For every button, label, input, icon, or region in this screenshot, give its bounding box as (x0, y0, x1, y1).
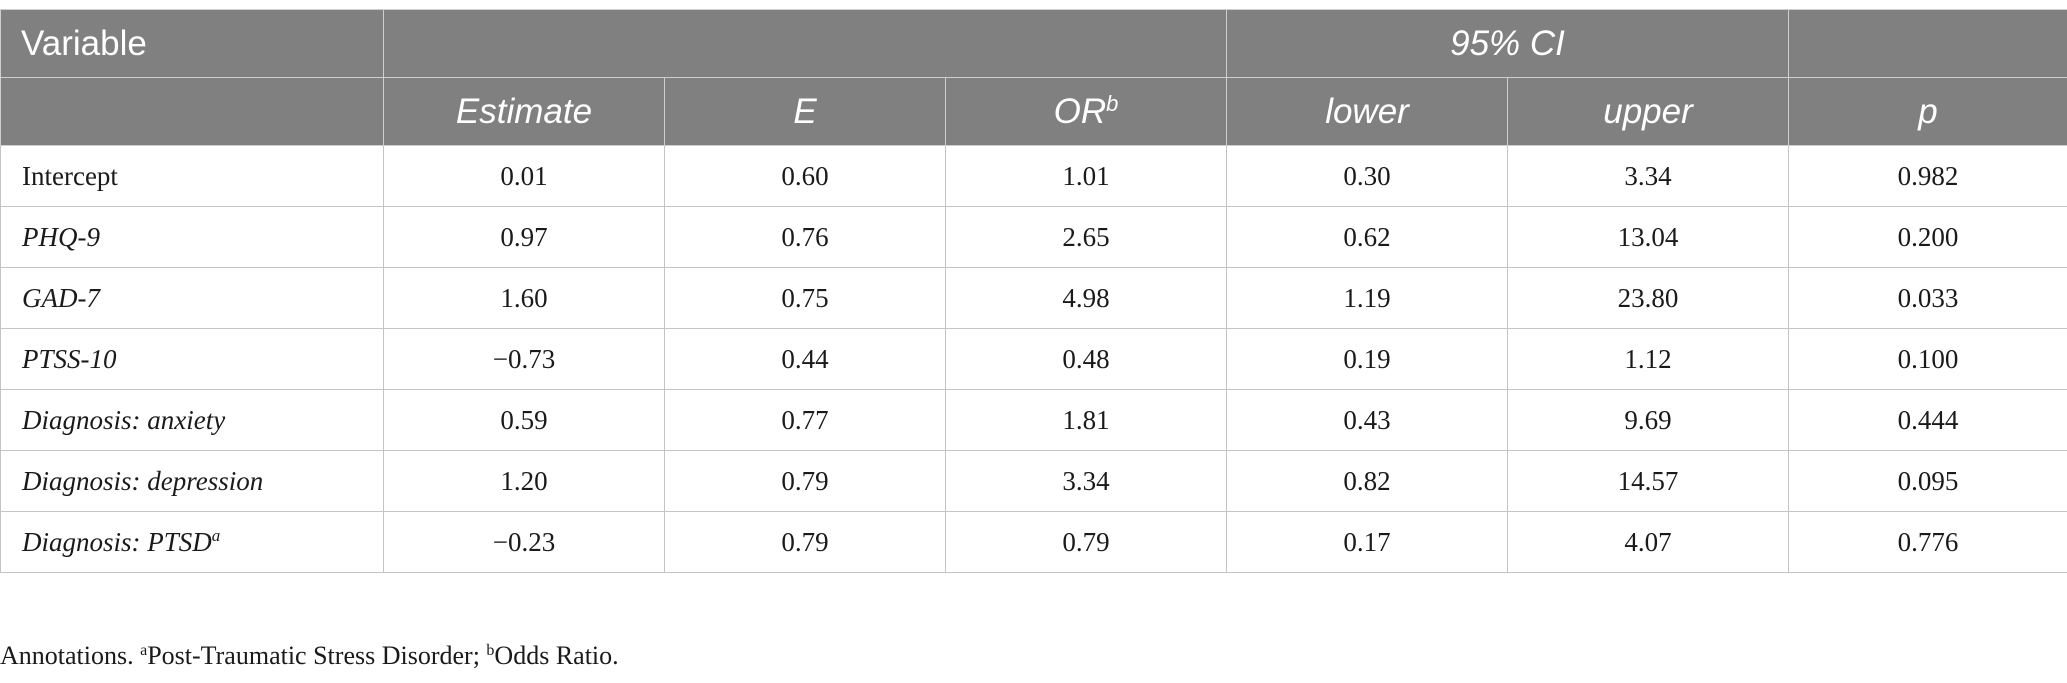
cell-lower: 0.30 (1226, 145, 1509, 207)
cell-variable: GAD-7 (0, 267, 384, 329)
footnote-mark-b: b (486, 642, 495, 659)
cell-lower: 0.43 (1226, 389, 1509, 451)
header-lower: lower (1226, 77, 1509, 146)
header-ci-group: 95% CI (1226, 9, 1790, 78)
cell-variable: Diagnosis: anxiety (0, 389, 384, 451)
header-upper: upper (1507, 77, 1790, 146)
cell-estimate: 1.20 (383, 450, 665, 512)
cell-p: 0.095 (1788, 450, 2067, 512)
cell-e: 0.77 (664, 389, 946, 451)
table-row: Diagnosis: depression 1.20 0.79 3.34 0.8… (0, 450, 2067, 512)
cell-or: 4.98 (944, 267, 1228, 329)
cell-variable: Intercept (0, 145, 384, 207)
cell-estimate: −0.73 (383, 328, 665, 390)
header-row-1: Variable 95% CI (0, 9, 2067, 78)
header-blank (382, 9, 1228, 78)
cell-e: 0.79 (664, 511, 946, 573)
cell-variable: PTSS-10 (0, 328, 384, 390)
cell-or: 3.34 (944, 450, 1228, 512)
cell-p: 0.100 (1788, 328, 2067, 390)
variable-label: Diagnosis: anxiety (22, 404, 226, 435)
cell-e: 0.60 (664, 145, 946, 207)
cell-variable: Diagnosis: depression (0, 450, 384, 512)
variable-label: Intercept (22, 160, 118, 191)
cell-e: 0.44 (664, 328, 946, 390)
table-row: PTSS-10 −0.73 0.44 0.48 0.19 1.12 0.100 (0, 328, 2067, 390)
cell-estimate: 0.97 (383, 206, 665, 268)
cell-lower: 1.19 (1226, 267, 1509, 329)
header-e: E (664, 77, 946, 146)
header-or-sup: b (1106, 90, 1119, 116)
cell-upper: 13.04 (1507, 206, 1790, 268)
header-p: p (1788, 77, 2067, 146)
variable-label: PTSS-10 (22, 343, 117, 374)
cell-or: 1.01 (944, 145, 1228, 207)
cell-upper: 4.07 (1507, 511, 1790, 573)
regression-table: Variable 95% CI Estimate E ORb lower upp… (0, 9, 2067, 573)
table-row: Diagnosis: anxiety 0.59 0.77 1.81 0.43 9… (0, 389, 2067, 451)
table-row: Diagnosis: PTSDa −0.23 0.79 0.79 0.17 4.… (0, 511, 2067, 573)
cell-upper: 3.34 (1507, 145, 1790, 207)
variable-label: PHQ-9 (22, 221, 100, 252)
cell-variable: Diagnosis: PTSDa (0, 511, 384, 573)
cell-or: 1.81 (944, 389, 1228, 451)
cell-estimate: −0.23 (383, 511, 665, 573)
cell-lower: 0.82 (1226, 450, 1509, 512)
cell-or: 2.65 (944, 206, 1228, 268)
footnote-text-a: Post-Traumatic Stress Disorder; (147, 641, 487, 670)
cell-p: 0.776 (1788, 511, 2067, 573)
cell-or: 0.79 (944, 511, 1228, 573)
header-blank-left (0, 77, 384, 146)
header-blank-right (1788, 9, 2067, 78)
footnote-mark-a: a (140, 642, 148, 659)
cell-estimate: 1.60 (383, 267, 665, 329)
header-row-2: Estimate E ORb lower upper p (0, 77, 2067, 146)
header-or: ORb (944, 77, 1228, 146)
header-estimate: Estimate (383, 77, 665, 146)
cell-lower: 0.19 (1226, 328, 1509, 390)
cell-lower: 0.17 (1226, 511, 1509, 573)
cell-variable: PHQ-9 (0, 206, 384, 268)
variable-label: Diagnosis: PTSD (22, 526, 212, 557)
cell-e: 0.75 (664, 267, 946, 329)
cell-upper: 23.80 (1507, 267, 1790, 329)
table-row: Intercept 0.01 0.60 1.01 0.30 3.34 0.982 (0, 145, 2067, 207)
cell-p: 0.200 (1788, 206, 2067, 268)
table-row: GAD-7 1.60 0.75 4.98 1.19 23.80 0.033 (0, 267, 2067, 329)
cell-e: 0.79 (664, 450, 946, 512)
cell-upper: 14.57 (1507, 450, 1790, 512)
cell-p: 0.444 (1788, 389, 2067, 451)
cell-lower: 0.62 (1226, 206, 1509, 268)
variable-footnote-mark: a (211, 525, 221, 545)
header-or-label: OR (1053, 91, 1107, 131)
cell-estimate: 0.01 (383, 145, 665, 207)
table-footnote: Annotations. aPost-Traumatic Stress Diso… (0, 641, 619, 671)
cell-p: 0.033 (1788, 267, 2067, 329)
variable-label: GAD-7 (22, 282, 100, 313)
cell-e: 0.76 (664, 206, 946, 268)
cell-upper: 9.69 (1507, 389, 1790, 451)
cell-upper: 1.12 (1507, 328, 1790, 390)
cell-p: 0.982 (1788, 145, 2067, 207)
footnote-prefix: Annotations. (0, 641, 141, 670)
table-body: Intercept 0.01 0.60 1.01 0.30 3.34 0.982… (0, 145, 2067, 573)
cell-or: 0.48 (944, 328, 1228, 390)
cell-estimate: 0.59 (383, 389, 665, 451)
table-row: PHQ-9 0.97 0.76 2.65 0.62 13.04 0.200 (0, 206, 2067, 268)
variable-label: Diagnosis: depression (22, 465, 264, 496)
header-variable: Variable (0, 9, 384, 78)
footnote-text-b: Odds Ratio. (494, 641, 619, 670)
